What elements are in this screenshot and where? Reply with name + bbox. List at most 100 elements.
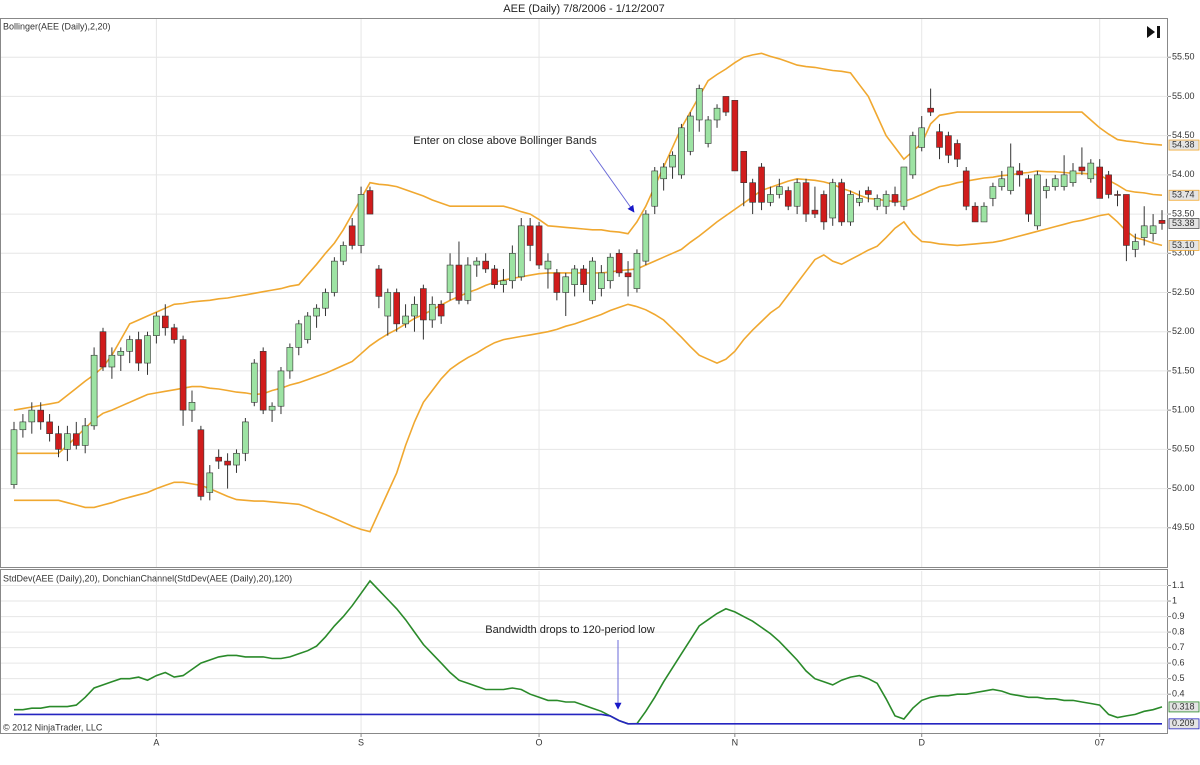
y-tick-label: 53.50 (1172, 208, 1195, 218)
y-tick-label: 53.00 (1172, 248, 1195, 258)
candle-body (482, 260, 489, 270)
y-tick-label: 0.4 (1172, 689, 1185, 699)
candle-body (64, 433, 71, 450)
candle-body (900, 166, 908, 207)
candle-body (331, 260, 338, 293)
candle-body (553, 272, 561, 293)
y-tick-label: 1 (1172, 595, 1177, 605)
candle-body (980, 205, 988, 223)
candle-body (954, 143, 961, 160)
candle-body (695, 88, 703, 121)
candle-body (348, 225, 356, 246)
y-tick-label: 54.00 (1172, 169, 1195, 179)
candle-body (224, 460, 231, 466)
candle-body (19, 421, 27, 431)
candle-body (233, 452, 240, 466)
x-tick-label: D (918, 737, 925, 747)
candle-body (286, 347, 294, 372)
indicator-panel-frame (0, 569, 1168, 734)
candle-body (188, 401, 196, 411)
candle-body (571, 268, 578, 285)
y-tick-label: 0.7 (1172, 642, 1185, 652)
last-value-box (1168, 718, 1200, 730)
y-tick-label: 0.9 (1172, 611, 1185, 621)
y-tick-label: 51.50 (1172, 365, 1195, 375)
candle-body (589, 260, 596, 301)
candle-body (909, 135, 917, 176)
last-value-label: 0.209 (1172, 718, 1195, 728)
candle-body (491, 268, 498, 285)
last-value-label: 53.10 (1172, 240, 1195, 250)
candle-body (606, 256, 614, 282)
candle-body (767, 194, 774, 203)
candle-body (90, 354, 98, 427)
candle-body (250, 362, 258, 403)
candle-body (544, 260, 552, 270)
candle-body (242, 421, 249, 454)
band-line (13, 52, 1163, 411)
candle-body (526, 225, 534, 246)
annotation-arrow (589, 149, 635, 213)
y-tick-label: 55.00 (1172, 91, 1195, 101)
y-tick-label: 51.00 (1172, 405, 1195, 415)
candle-body (81, 425, 89, 446)
candle-body (580, 268, 587, 285)
candle-body (998, 178, 1006, 187)
candle-body (375, 268, 383, 297)
candle-body (322, 292, 329, 309)
candle-body (838, 182, 845, 223)
candle-body (72, 433, 80, 446)
last-value-label: 0.318 (1172, 701, 1195, 711)
x-tick-label: S (358, 737, 364, 747)
candle-body (517, 225, 525, 278)
indicator-line (14, 579, 1163, 725)
candle-body (847, 194, 854, 223)
candle-body (615, 252, 623, 274)
candle-body (153, 315, 160, 336)
candle-body (161, 315, 169, 329)
annotation: Bandwidth drops to 120-period low (485, 624, 654, 636)
candle-body (117, 351, 125, 356)
candle-body (295, 323, 303, 348)
candle-body (633, 252, 641, 289)
candle-body (1043, 186, 1050, 191)
candle-body (1105, 174, 1112, 195)
candle-body (99, 331, 107, 368)
candle-body (446, 264, 454, 293)
candle-body (962, 170, 970, 207)
candle-body (1132, 241, 1139, 250)
y-tick-label: 52.50 (1172, 287, 1195, 297)
band-line (14, 213, 1163, 533)
candle-body (339, 245, 347, 262)
candle-body (1025, 178, 1032, 215)
candle-body (776, 186, 783, 195)
x-tick-label: N (732, 737, 739, 747)
candle-body (384, 292, 392, 317)
candle-body (598, 272, 605, 289)
chart-title: AEE (Daily) 7/8/2006 - 1/12/2007 (503, 3, 664, 15)
indicator-line (14, 713, 1162, 725)
candle-body (535, 225, 543, 266)
candle-body (820, 194, 828, 223)
candle-body (402, 315, 409, 325)
candle-body (304, 315, 311, 340)
candle-body (865, 190, 872, 195)
marks (10, 52, 1166, 725)
candle-body (259, 351, 267, 411)
candle-body (268, 405, 276, 411)
band-line (14, 170, 1163, 455)
last-value-label: 54.38 (1172, 139, 1195, 149)
candle-body (366, 190, 374, 215)
candle-body (420, 288, 427, 321)
candle-body (1034, 174, 1041, 227)
candle-body (829, 182, 837, 219)
candle-body (749, 182, 756, 203)
candle-body (936, 131, 943, 148)
y-tick-label: 55.50 (1172, 52, 1195, 62)
scroll-end-button[interactable] (1147, 26, 1160, 38)
candle-body (856, 198, 863, 203)
candle-body (713, 107, 721, 121)
candle-body (313, 307, 320, 317)
y-tick-label: 50.50 (1172, 444, 1195, 454)
